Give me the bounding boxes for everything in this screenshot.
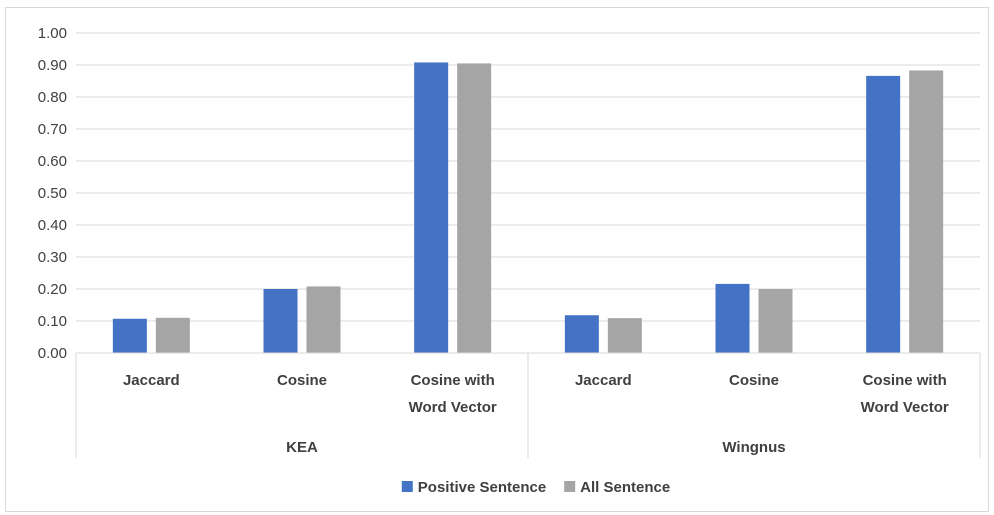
- bar-positive-sentence: [715, 283, 750, 353]
- x-category-label: Cosine with Word Vector: [409, 372, 497, 416]
- y-tick-label: 0.50: [38, 185, 67, 202]
- y-axis-ticks: 0.00 0.10 0.20 0.30 0.40 0.50 0.60 0.70 0.80 0.90…: [38, 25, 67, 362]
- bar-all-sentence: [607, 318, 642, 353]
- y-tick-label: 0.90: [38, 57, 67, 74]
- y-tick-label: 0.00: [38, 345, 67, 362]
- x-group-label: KEA: [286, 439, 318, 456]
- chart-frame: [5, 7, 989, 512]
- legend: Positive Sentence All Sentence: [401, 479, 670, 496]
- legend-swatch: [564, 481, 576, 492]
- x-category-label: Cosine with Word Vector: [861, 372, 949, 416]
- bar-positive-sentence: [564, 315, 599, 353]
- legend-label: Positive Sentence: [418, 479, 546, 496]
- gridlines: [76, 32, 980, 354]
- y-tick-label: 0.60: [38, 153, 67, 170]
- bar-all-sentence: [909, 70, 944, 353]
- bar-all-sentence: [758, 289, 793, 353]
- x-group-label: Wingnus: [722, 439, 785, 456]
- bar-positive-sentence: [866, 75, 901, 353]
- bar-positive-sentence: [414, 62, 449, 353]
- y-tick-label: 0.10: [38, 313, 67, 330]
- legend-label: All Sentence: [580, 479, 670, 496]
- bar-all-sentence: [306, 286, 341, 353]
- x-axis: Jaccard Cosine Cosine with Word Vector KEA Ja…: [75, 352, 981, 458]
- bar-all-sentence: [155, 317, 190, 353]
- x-category-label: Jaccard: [123, 372, 180, 389]
- x-category-label: Cosine: [729, 372, 779, 389]
- x-category-label: Cosine: [277, 372, 327, 389]
- bar-positive-sentence: [112, 318, 147, 353]
- bars: [112, 62, 944, 354]
- bar-positive-sentence: [263, 289, 298, 353]
- x-category-label: Jaccard: [575, 372, 632, 389]
- y-tick-label: 0.20: [38, 281, 67, 298]
- y-tick-label: 1.00: [38, 25, 67, 42]
- y-tick-label: 0.70: [38, 121, 67, 138]
- bar-all-sentence: [457, 63, 492, 354]
- y-tick-label: 0.80: [38, 89, 67, 106]
- legend-swatch: [401, 481, 413, 492]
- y-tick-label: 0.30: [38, 249, 67, 266]
- y-tick-label: 0.40: [38, 217, 67, 234]
